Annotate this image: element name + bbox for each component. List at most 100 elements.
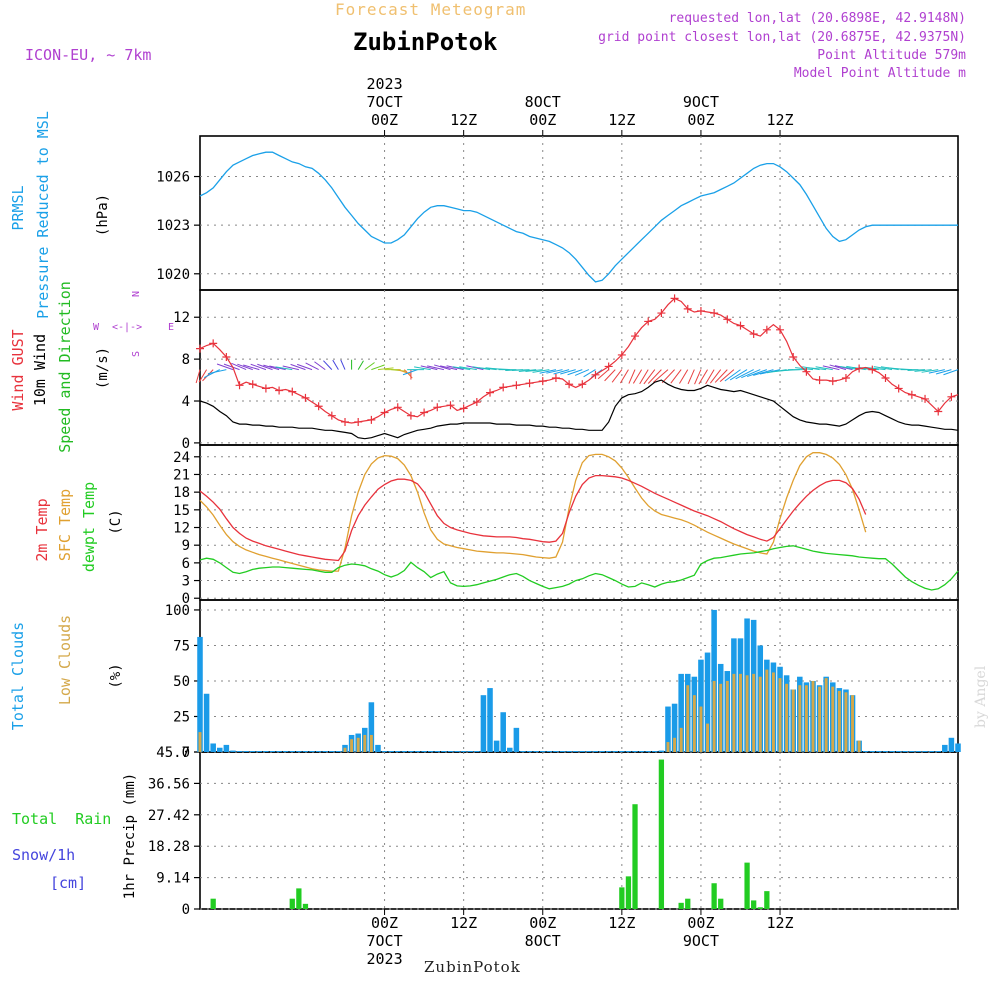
rain-bar	[658, 759, 665, 909]
total-cloud-bar	[625, 751, 632, 752]
wind-barb	[694, 369, 702, 385]
x-bottom-tick-label: 12Z	[608, 914, 635, 932]
total-cloud-bar	[553, 751, 559, 752]
total-cloud-bar	[671, 703, 678, 752]
gust-marker	[459, 404, 468, 413]
wind-barb	[583, 369, 596, 378]
total-cloud-bar	[381, 751, 388, 752]
total-cloud-bar	[566, 751, 572, 752]
x-bottom-tick-label: 00Z	[687, 914, 714, 932]
wind-barb	[305, 362, 319, 371]
total-cloud-bar	[915, 751, 922, 752]
total-cloud-bar	[269, 751, 276, 752]
gust-marker	[354, 417, 363, 426]
gust-marker	[723, 315, 732, 324]
low-cloud-bar	[831, 686, 835, 752]
gust-marker	[855, 364, 864, 373]
rain-bar	[296, 888, 302, 909]
gust-marker	[551, 373, 560, 382]
wind-barb	[397, 369, 412, 375]
wind-barb	[518, 369, 537, 372]
wind-barb	[237, 363, 253, 371]
x-bottom-tick-label: 00Z	[529, 914, 556, 932]
wind-barb	[834, 365, 853, 371]
gust-marker	[907, 390, 916, 399]
wind-ytick-label: 8	[182, 352, 190, 368]
total-cloud-bar	[276, 751, 282, 752]
wind-barb	[532, 369, 550, 373]
temp-sfc-line	[199, 452, 867, 572]
total-cloud-bar	[546, 751, 553, 752]
total-cloud-bar	[375, 744, 381, 752]
low-cloud-bar	[706, 723, 709, 752]
closest-coords: grid point closest lon,lat (20.6875E, 42…	[598, 30, 966, 45]
x-top-tick-label: 7OCT	[366, 93, 402, 111]
snow-unit-label: [cm]	[50, 874, 86, 892]
gust-marker	[512, 381, 521, 390]
x-top-tick-label: 12Z	[450, 111, 477, 129]
wind-barb	[873, 366, 893, 371]
total-cloud-bar	[408, 751, 414, 752]
total-cloud-bar	[652, 751, 658, 752]
total-cloud-bar	[447, 751, 454, 752]
pressure-panel: 1020 1023 1026	[156, 135, 959, 291]
gust-markers	[196, 294, 956, 426]
wind-barb	[357, 360, 364, 370]
precip-ytick-label: 0	[182, 902, 190, 918]
wind-barb	[323, 360, 333, 370]
total-cloud-bar	[394, 751, 401, 752]
pressure-frame	[199, 135, 959, 291]
wind-barb	[661, 369, 675, 384]
precip-ytick-label: 18.28	[148, 839, 190, 855]
wind-gust-label: Wind GUST	[9, 329, 27, 410]
wind-unit: (m/s)	[95, 347, 111, 389]
x-top-tick-label: 00Z	[687, 111, 714, 129]
total-cloud-bar	[474, 751, 480, 752]
wind-barb	[628, 369, 636, 384]
total-cloud-bar	[210, 743, 216, 752]
gust-marker	[499, 383, 508, 392]
total-cloud-bar	[223, 744, 230, 752]
wind-barb	[753, 369, 774, 376]
wind-barb	[275, 366, 293, 371]
temp-ytick-label: 3	[182, 574, 190, 590]
wind-barb	[377, 367, 394, 371]
rain-bar	[685, 898, 691, 909]
total-cloud-bar	[368, 702, 375, 752]
wind-barb	[257, 363, 273, 371]
total-cloud-bar	[487, 688, 493, 752]
total-cloud-bar	[322, 751, 329, 752]
wind-barb	[250, 363, 267, 371]
total-cloud-bar	[243, 751, 249, 752]
wind-barb	[290, 363, 306, 371]
total-cloud-bar	[263, 751, 269, 752]
total-clouds-label: Total Clouds	[9, 622, 27, 730]
wind-barb	[907, 369, 926, 372]
gust-marker	[921, 394, 930, 403]
temp-frame	[199, 444, 959, 601]
wind-barb	[653, 369, 669, 383]
total-cloud-bar	[658, 750, 665, 752]
low-cloud-bar	[666, 742, 670, 752]
low-cloud-bar	[350, 739, 354, 752]
pressure-label-2: Pressure Reduced to MSL	[34, 111, 52, 319]
low-cloud-bar	[804, 685, 808, 752]
x-bottom-tick-label: 12Z	[450, 914, 477, 932]
total-cloud-bar	[315, 751, 322, 752]
pressure-ytick-label: 1026	[156, 170, 190, 186]
compass-n: N	[131, 291, 142, 297]
temp-ytick-label: 15	[173, 503, 190, 519]
rain-bar	[625, 876, 632, 909]
temp-ytick-label: 24	[173, 450, 190, 466]
gust-marker	[591, 370, 600, 379]
total-cloud-bar	[388, 751, 394, 752]
wind-barb	[567, 369, 583, 376]
total-cloud-bar	[217, 747, 223, 752]
gust-marker	[565, 380, 574, 389]
total-cloud-bar	[711, 609, 717, 752]
footer-station: ZubinPotok	[424, 958, 521, 976]
precip-frame	[199, 751, 959, 910]
total-cloud-bar	[434, 751, 441, 752]
wind-barb	[198, 369, 208, 383]
precip-ytick-label: 45.7	[156, 745, 190, 761]
